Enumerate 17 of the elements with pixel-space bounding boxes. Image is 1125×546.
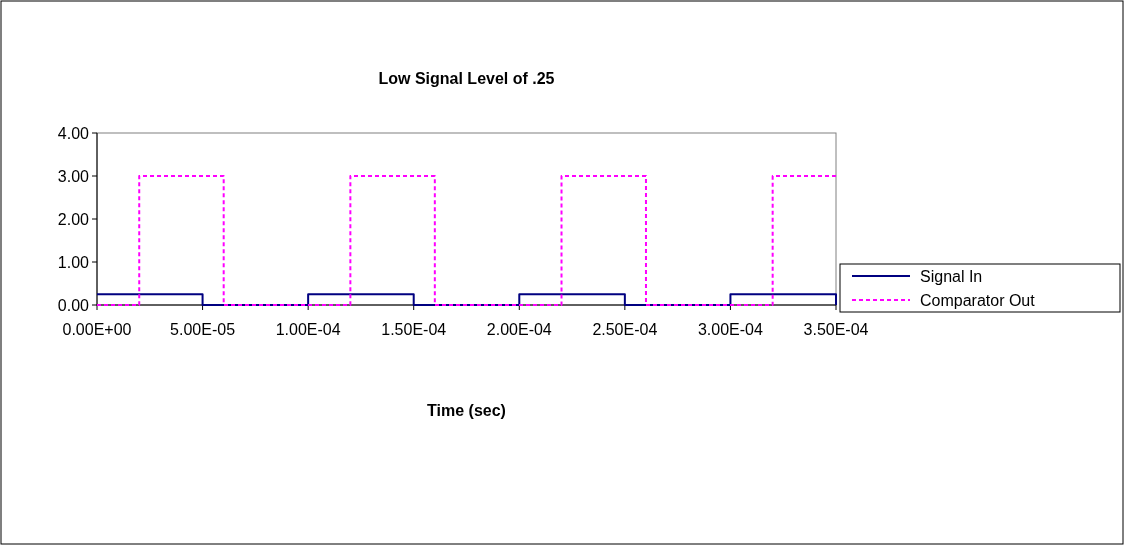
x-axis-title: Time (sec) bbox=[427, 402, 506, 419]
x-tick-label: 2.50E-04 bbox=[592, 321, 658, 338]
y-tick-label: 3.00 bbox=[57, 167, 90, 185]
x-tick-label: 2.00E-04 bbox=[486, 321, 552, 338]
chart-title: Low Signal Level of .25 bbox=[378, 70, 555, 87]
x-tick-label: 5.00E-05 bbox=[170, 321, 236, 338]
x-tick-label: 3.50E-04 bbox=[803, 321, 869, 338]
legend-label: Comparator Out bbox=[920, 291, 1036, 309]
x-tick-label: 3.00E-04 bbox=[697, 321, 763, 338]
x-tick-label: 1.50E-04 bbox=[381, 321, 447, 338]
y-tick-label: 4.00 bbox=[57, 124, 90, 142]
x-tick-label: 0.00E+00 bbox=[62, 321, 132, 338]
legend-label: Signal In bbox=[920, 267, 983, 285]
y-tick-label: 2.00 bbox=[57, 210, 90, 228]
x-tick-label: 1.00E-04 bbox=[275, 321, 341, 338]
y-tick-label: 1.00 bbox=[57, 253, 90, 271]
y-tick-label: 0.00 bbox=[57, 296, 90, 314]
